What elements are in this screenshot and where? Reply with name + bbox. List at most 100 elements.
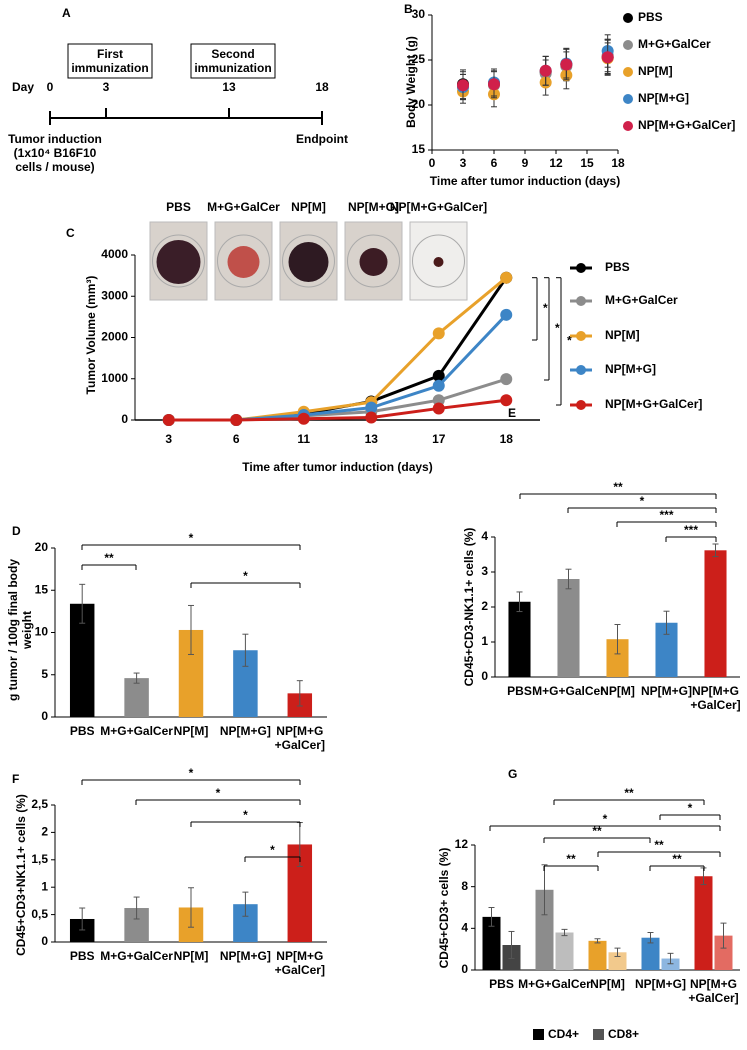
tumor (288, 242, 329, 282)
event-label: immunization (194, 61, 271, 75)
point (432, 379, 445, 392)
y-axis-title: weight (20, 611, 34, 650)
point (500, 394, 513, 407)
bar (714, 935, 733, 970)
bar (694, 876, 713, 970)
tumor (359, 248, 388, 276)
legend-label: NP[M+G] (638, 91, 689, 105)
y-tick-label: 25 (412, 52, 426, 66)
x-tick-label: NP[M+G (690, 977, 737, 991)
point (365, 401, 378, 414)
y-tick-label: 2000 (101, 330, 128, 344)
photo-label: M+G+GalCer (207, 200, 280, 214)
event-box (67, 43, 153, 79)
point (297, 412, 310, 425)
tumor-dish (412, 234, 465, 288)
panel-letter: F (12, 772, 19, 786)
x-tick-label: PBS (70, 724, 95, 738)
x-tick-label: 3 (460, 156, 467, 170)
legend-label: NP[M] (605, 328, 640, 342)
x-tick-label: 6 (233, 432, 240, 446)
x-tick-label: 18 (611, 156, 625, 170)
legend-label: M+G+GalCer (638, 37, 711, 51)
photo-label: NP[M+G+GalCer] (390, 200, 487, 214)
significance-label: *** (659, 508, 673, 522)
x-tick-label: NP[M] (590, 977, 625, 991)
point (432, 402, 445, 415)
point (432, 327, 445, 340)
y-tick-label: 10 (35, 625, 49, 639)
y-tick-label: 30 (412, 7, 426, 21)
bar (661, 958, 680, 970)
y-tick-label: 0 (481, 669, 488, 683)
y-tick-label: 0 (121, 412, 128, 426)
y-axis-title: CD45+CD3+ cells (%) (437, 848, 451, 969)
y-axis-title: Tumor Volume (mm³) (84, 276, 98, 395)
y-tick-label: 15 (412, 142, 426, 156)
panel-letter: D (12, 524, 21, 538)
significance-label: * (243, 808, 248, 822)
tumor (433, 257, 444, 267)
y-tick-label: 15 (35, 582, 49, 596)
photo-label: PBS (166, 200, 191, 214)
legend-label: NP[M] (638, 64, 673, 78)
legend-label: NP[M+G+GalCer] (605, 397, 702, 411)
legend-swatch (593, 1029, 604, 1040)
y-axis-title: CD45+CD3+NK1.1+ cells (%) (14, 794, 28, 956)
legend-label: PBS (605, 260, 630, 274)
start-label: (1x10⁴ B16F10 (14, 146, 97, 160)
legend-marker (576, 263, 586, 273)
significance-label: * (270, 843, 275, 857)
significance-label: * (688, 801, 693, 815)
tick-label: 18 (315, 80, 329, 94)
y-tick-label: 3000 (101, 288, 128, 302)
point (601, 51, 614, 64)
y-tick-label: 1000 (101, 371, 128, 385)
y-axis-title: Body Weight (g) (404, 36, 418, 128)
photo-label: NP[M+G] (348, 200, 399, 214)
line (168, 398, 507, 422)
y-tick-label: 0,5 (31, 907, 48, 921)
legend-marker (576, 400, 586, 410)
start-label: cells / mouse) (15, 160, 94, 174)
y-tick-label: 5 (41, 667, 48, 681)
x-tick-label: M+G+GalCer (100, 724, 173, 738)
legend-label: CD4+ (548, 1027, 579, 1041)
legend-label: CD8+ (608, 1027, 639, 1041)
significance-label: * (243, 569, 248, 583)
point (230, 414, 243, 426)
x-tick-label: 11 (297, 432, 310, 446)
significance-label: ** (613, 480, 623, 494)
significance-label: * (567, 334, 572, 348)
legend-marker (623, 13, 633, 23)
x-tick-label: +GalCer] (688, 991, 738, 1005)
x-tick-label: NP[M+G] (641, 684, 692, 698)
x-axis-title: Time after tumor induction (days) (242, 460, 432, 474)
event-label: First (97, 47, 123, 61)
bar (704, 550, 727, 677)
legend-label: NP[M+G] (605, 362, 656, 376)
tumor (156, 240, 201, 284)
photo-label: NP[M] (291, 200, 326, 214)
significance-label: * (543, 301, 548, 315)
y-tick-label: 0 (461, 962, 468, 976)
y-tick-label: 1 (41, 879, 48, 893)
y-tick-label: 1,5 (31, 852, 48, 866)
tick-label: 3 (103, 80, 110, 94)
y-tick-label: 4 (481, 529, 488, 543)
legend-swatch (533, 1029, 544, 1040)
panel-letter: G (508, 767, 517, 781)
legend-marker (623, 67, 633, 77)
point (488, 78, 500, 91)
point (500, 271, 513, 284)
x-tick-label: 3 (165, 432, 172, 446)
y-tick-label: 4 (461, 921, 468, 935)
significance-label: * (216, 786, 221, 800)
point (457, 79, 469, 92)
tumor-dish (282, 234, 335, 288)
legend-marker (576, 331, 586, 341)
y-tick-label: 0 (41, 709, 48, 723)
panel-letter: A (62, 6, 71, 20)
y-tick-label: 2 (481, 599, 488, 613)
